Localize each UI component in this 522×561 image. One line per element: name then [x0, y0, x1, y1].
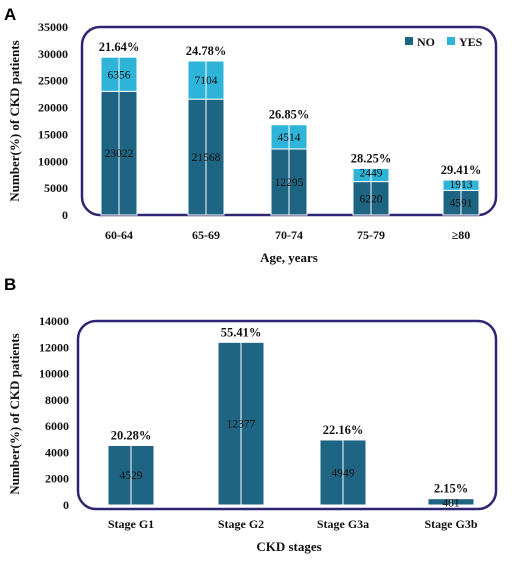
percent-label: 22.16% [323, 423, 364, 437]
percent-label: 21.64% [99, 40, 140, 54]
y-tick-label: 0 [62, 208, 68, 222]
x-axis-title: Age, years [260, 250, 318, 265]
y-tick-label: 8000 [45, 393, 69, 407]
y-tick-label: 10000 [38, 154, 68, 168]
data-label: 1913 [450, 179, 473, 191]
panel-letter-a: A [4, 5, 16, 24]
percent-label: 55.41% [221, 325, 262, 339]
legend: NO YES [405, 35, 483, 49]
percent-label: 29.41% [441, 163, 482, 177]
x-tick-label: 70-74 [275, 228, 303, 242]
y-tick-label: 25000 [38, 74, 68, 88]
x-tick-label: 65-69 [192, 228, 220, 242]
data-label: 2449 [360, 167, 383, 179]
y-tick-label: 12000 [39, 340, 69, 354]
data-label: 12377 [227, 419, 256, 431]
y-tick-label: 2000 [45, 472, 69, 486]
data-label: 21568 [192, 152, 221, 164]
legend-label: YES [459, 35, 483, 49]
y-tick-label: 0 [63, 498, 69, 512]
panel-a: A 0 5000 10000 15000 20000 25000 30000 35000 60-… [4, 5, 498, 265]
y-tick-label: 4000 [45, 445, 69, 459]
y-tick-label: 35000 [38, 20, 68, 34]
percent-label: 24.78% [186, 44, 227, 58]
panel-b: B 0 2000 4000 6000 8000 10000 12000 14000 Stage … [4, 275, 498, 554]
legend-label: NO [417, 35, 435, 49]
y-axis-title: Number(%) of CKD patients [7, 333, 22, 494]
data-label: 4514 [278, 132, 301, 144]
x-tick-label: ≥80 [452, 228, 471, 242]
y-tick-label: 20000 [38, 101, 68, 115]
panel-b-frame [76, 319, 498, 511]
data-label: 4529 [120, 470, 143, 482]
percent-label: 28.25% [351, 151, 392, 165]
x-tick-label: Stage G2 [218, 517, 264, 531]
panel-letter-b: B [4, 275, 16, 294]
y-tick-label: 6000 [45, 419, 69, 433]
y-tick-label: 5000 [44, 181, 68, 195]
y-tick-label: 30000 [38, 47, 68, 61]
y-tick-label: 10000 [39, 367, 69, 381]
x-tick-label: 60-64 [105, 228, 133, 242]
data-label: 23022 [105, 148, 134, 160]
percent-label: 2.15% [434, 482, 468, 496]
x-tick-label: 75-79 [357, 228, 385, 242]
data-label: 7104 [195, 75, 218, 87]
data-label: 481 [442, 498, 460, 510]
legend-swatch [447, 37, 455, 45]
data-label: 6220 [360, 193, 383, 205]
legend-swatch [405, 37, 413, 45]
y-tick-label: 14000 [39, 314, 69, 328]
x-tick-label: Stage G3a [317, 517, 369, 531]
data-label: 6356 [108, 69, 131, 81]
x-tick-label: Stage G3b [424, 517, 477, 531]
percent-label: 20.28% [111, 428, 152, 442]
data-label: 12295 [275, 177, 304, 189]
y-axis-title: Number(%) of CKD patients [7, 40, 22, 201]
percent-label: 26.85% [269, 108, 310, 122]
y-tick-label: 15000 [38, 127, 68, 141]
data-label: 4949 [332, 467, 355, 479]
x-tick-label: Stage G1 [108, 517, 154, 531]
x-axis-title: CKD stages [256, 539, 321, 554]
data-label: 4591 [450, 198, 473, 210]
